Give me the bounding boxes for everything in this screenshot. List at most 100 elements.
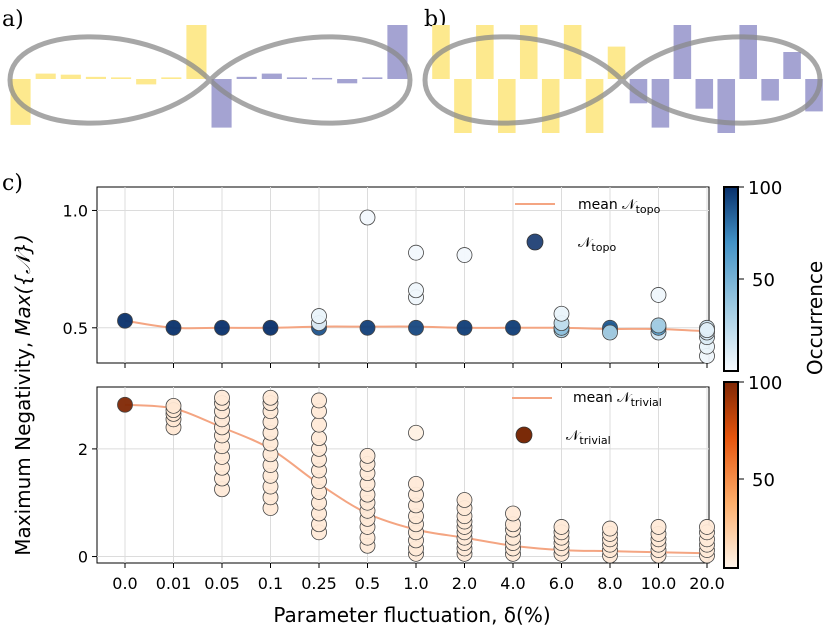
data-point (262, 319, 279, 336)
topo-colorbar: 100 50 (723, 178, 782, 372)
topo-grid (97, 187, 709, 363)
data-point (699, 519, 715, 535)
topo-legend: mean 𝒩topo 𝒩topo (515, 197, 661, 254)
bar (541, 79, 560, 133)
y-axis-title: Maximum Negativity,Max({𝒩}) (11, 234, 35, 556)
trivial-cb-label-100: 100 (748, 373, 782, 394)
data-point (408, 282, 424, 299)
topo-legend-mean-label: mean 𝒩topo (578, 197, 661, 216)
x-tick-label: 10.0 (641, 574, 677, 593)
trivial-legend-marker (515, 426, 533, 444)
data-point (650, 317, 667, 334)
data-point (505, 505, 521, 522)
data-point (602, 520, 618, 537)
bar (585, 79, 604, 133)
data-point (408, 424, 424, 441)
trivial-plot: 02 mean 𝒩trivial 𝒩trivial (78, 386, 715, 567)
bar (362, 77, 383, 79)
topo-colorbar-bar (723, 186, 739, 372)
data-point (214, 389, 230, 406)
panel-b-bars (432, 25, 823, 133)
data-point (602, 324, 618, 341)
trivial-yticks: 02 (78, 440, 97, 567)
trivial-legend-marker-label: 𝒩trivial (566, 428, 611, 447)
data-point (456, 319, 473, 336)
trivial-cb-label-50: 50 (752, 470, 775, 491)
data-point (505, 319, 521, 336)
bar (761, 79, 779, 101)
data-point (650, 519, 667, 535)
x-axis-title: Parameter fluctuation, δ(%) (273, 603, 550, 627)
data-point (214, 319, 230, 336)
bar (717, 79, 736, 133)
y-tick-label: 0.5 (63, 319, 88, 338)
x-tick-label: 0.5 (355, 574, 380, 593)
x-tick-label: 20.0 (689, 574, 725, 593)
topo-points (117, 209, 715, 364)
bar (35, 73, 56, 79)
topo-legend-marker-label: 𝒩topo (578, 235, 616, 254)
panel-a-label: a) (2, 7, 24, 32)
x-tick-label: 2.0 (452, 574, 477, 593)
x-tick-label: 0.0 (112, 574, 137, 593)
data-point (553, 305, 570, 322)
topo-cb-label-100: 100 (748, 178, 782, 199)
topo-plot-frame (96, 186, 710, 364)
x-tick-label: 4.0 (500, 574, 525, 593)
bar (312, 77, 333, 80)
trivial-legend-mean-label: mean 𝒩trivial (573, 390, 662, 409)
panel-b-infinity-loop (422, 34, 823, 126)
y-tick-label: 2 (78, 440, 88, 459)
data-point (165, 319, 182, 336)
x-tick-label: 0.1 (258, 574, 283, 593)
x-tick-label: 0.05 (204, 574, 240, 593)
x-tick-label: 6.0 (549, 574, 574, 593)
topo-cb-label-50: 50 (752, 270, 775, 291)
topo-yticks: 0.5 1.0 (63, 201, 97, 338)
trivial-colorbar-bar (723, 381, 739, 569)
bar (739, 25, 757, 79)
data-point (311, 430, 327, 447)
y-tick-label: 0 (78, 548, 88, 567)
data-point (553, 519, 570, 535)
bar (60, 74, 81, 79)
data-point (359, 447, 376, 464)
bar (519, 25, 538, 79)
bar (261, 73, 282, 79)
panel-a-infinity-loop (7, 34, 413, 126)
data-point (456, 492, 473, 508)
bar (695, 79, 714, 109)
bar (498, 79, 516, 133)
bar (286, 77, 307, 79)
panel-a-bars (10, 25, 408, 128)
x-tick-label: 8.0 (597, 574, 622, 593)
bar (454, 79, 472, 133)
panel-a (7, 25, 413, 128)
bar (337, 79, 358, 84)
data-point (117, 396, 133, 413)
x-tick-labels: 0.0 0.01 0.05 0.1 0.25 0.5 1.0 2.0 4.0 6.0 8.0 10.0… (112, 363, 725, 593)
bar (476, 25, 494, 79)
data-point (117, 312, 133, 329)
data-point (456, 247, 473, 263)
data-point (408, 475, 424, 492)
trivial-colorbar: 100 50 (723, 373, 782, 569)
bar (85, 76, 106, 79)
trivial-points (117, 389, 715, 564)
data-point (262, 389, 279, 406)
x-tick-label: 1.0 (403, 574, 428, 593)
colorbar-title: Occurrence (803, 261, 827, 375)
topo-plot: 0.5 1.0 mean 𝒩topo 𝒩topo (63, 186, 715, 364)
panel-c-label: c) (2, 171, 23, 196)
trivial-legend: mean 𝒩trivial 𝒩trivial (512, 390, 662, 447)
data-point (165, 397, 182, 414)
bar (111, 77, 132, 79)
x-tick-label: 0.01 (156, 574, 192, 593)
data-point (408, 244, 424, 261)
y-tick-label: 1.0 (63, 201, 88, 220)
bar (161, 77, 182, 79)
trivial-plot-frame (96, 386, 710, 564)
topo-legend-marker (526, 233, 544, 251)
data-point (311, 308, 327, 324)
